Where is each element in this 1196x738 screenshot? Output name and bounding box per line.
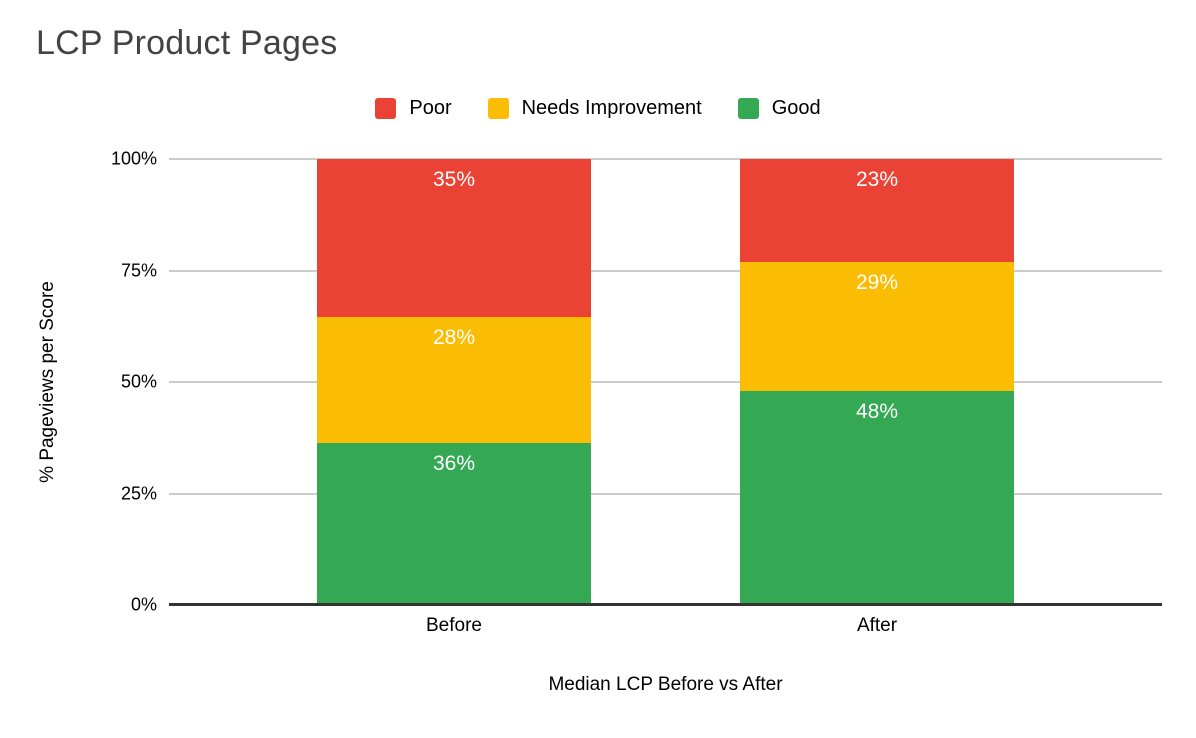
y-tick-label: 50%: [120, 371, 157, 392]
bar-segment-data-label: 23%: [855, 168, 899, 191]
bar-segment-data-label: 28%: [432, 325, 476, 349]
legend-swatch-icon: [737, 98, 759, 119]
bar-segment-good: 36%: [317, 442, 591, 605]
legend-label: Needs Improvement: [521, 97, 702, 119]
gridline: [169, 492, 1162, 495]
gridline: [169, 269, 1162, 272]
y-tick-label: 100%: [110, 148, 157, 169]
x-category-label-before: Before: [426, 615, 482, 636]
stacked-bar-after: 23% 29% 48%: [740, 159, 1014, 605]
legend-swatch-icon: [375, 98, 397, 119]
x-axis-title: Median LCP Before vs After: [548, 674, 783, 695]
gridline: [169, 158, 1162, 160]
plot-area: 35% 28% 36% 23% 29% 48%: [169, 158, 1162, 606]
bar-segment-needs-improvement: 28%: [317, 316, 591, 443]
stacked-bar-before: 35% 28% 36%: [317, 159, 591, 605]
y-axis-tick-labels: 100% 75% 50% 25% 0%: [0, 149, 157, 615]
gridline: [169, 381, 1162, 383]
bar-segment-data-label: 48%: [855, 399, 899, 423]
x-category-label-after: After: [856, 615, 898, 636]
bar-segment-data-label: 29%: [855, 270, 899, 294]
legend-label: Good: [771, 97, 821, 119]
legend-item-needs-improvement: Needs Improvement: [487, 97, 702, 120]
legend-swatch-icon: [487, 98, 509, 119]
x-axis-category-labels: Before After: [169, 615, 1162, 641]
chart-title: LCP Product Pages: [36, 24, 338, 62]
y-axis-title: % Pageviews per Score: [37, 281, 58, 483]
bar-segment-poor: 35%: [317, 159, 591, 317]
bar-segment-poor: 23%: [740, 159, 1014, 262]
x-axis-line: [169, 603, 1162, 606]
bar-segment-data-label: 36%: [432, 451, 476, 475]
y-tick-label: 0%: [130, 594, 157, 615]
y-tick-label: 25%: [120, 483, 157, 503]
legend: Poor Needs Improvement Good: [0, 97, 1196, 120]
bar-segment-needs-improvement: 29%: [740, 261, 1014, 391]
y-tick-label: 75%: [120, 260, 157, 280]
legend-item-poor: Poor: [375, 97, 452, 120]
legend-item-good: Good: [737, 97, 821, 120]
bar-segment-data-label: 35%: [432, 168, 476, 191]
bar-segment-good: 48%: [740, 390, 1014, 605]
legend-label: Poor: [409, 97, 452, 119]
